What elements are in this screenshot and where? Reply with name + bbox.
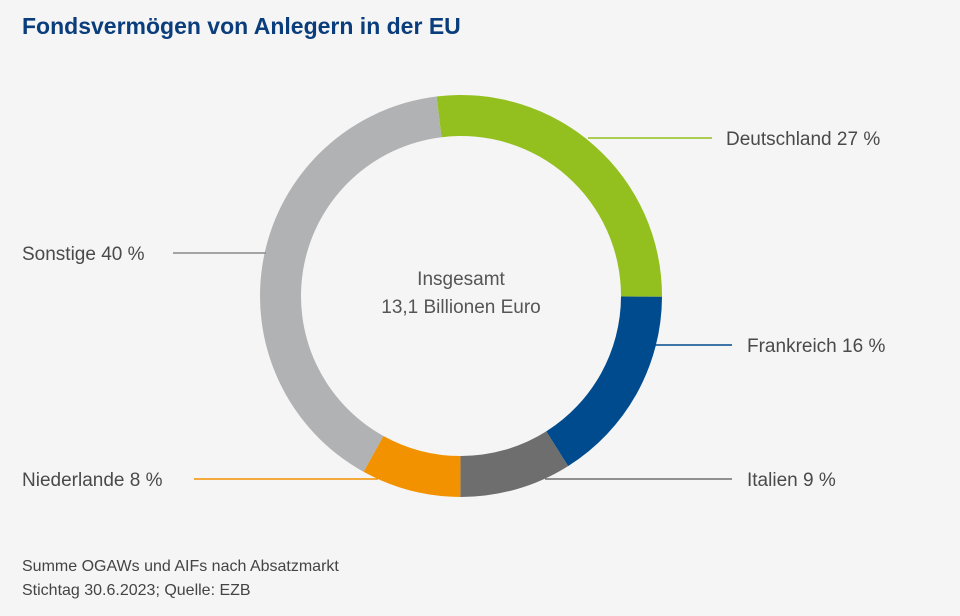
label-niederlande: Niederlande 8 % <box>22 470 163 491</box>
label-sonstige: Sonstige 40 % <box>22 244 145 265</box>
donut-slices <box>260 95 662 497</box>
chart-title: Fondsvermögen von Anlegern in der EU <box>22 13 461 39</box>
footnote-2: Stichtag 30.6.2023; Quelle: EZB <box>22 582 251 599</box>
slice-italien <box>460 431 569 497</box>
leader-lines <box>173 137 732 480</box>
label-frankreich: Frankreich 16 % <box>747 336 885 357</box>
slice-niederlande <box>363 435 461 497</box>
center-label-line2: 13,1 Billionen Euro <box>381 297 541 318</box>
label-italien: Italien 9 % <box>747 470 836 491</box>
slice-deutschland <box>436 95 662 297</box>
center-label-line1: Insgesamt <box>417 269 505 290</box>
footnote-1: Summe OGAWs und AIFs nach Absatzmarkt <box>22 558 339 575</box>
slice-sonstige <box>260 96 442 472</box>
label-deutschland: Deutschland 27 % <box>726 129 880 150</box>
chart-footer: Summe OGAWs und AIFs nach Absatzmarkt St… <box>22 555 339 603</box>
slice-frankreich <box>546 296 662 467</box>
